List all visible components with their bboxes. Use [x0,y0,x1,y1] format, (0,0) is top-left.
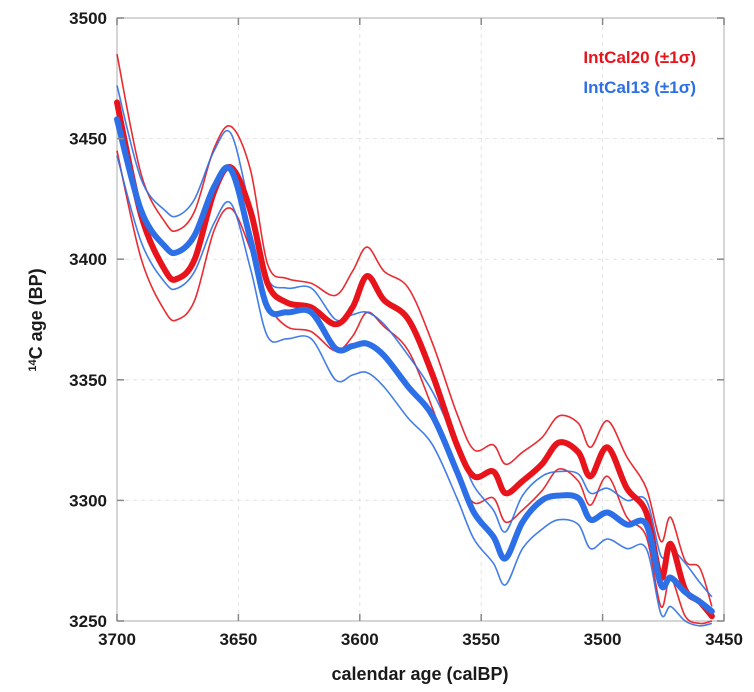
y-axis-label-superscript: 14 [27,359,39,372]
gridlines [117,18,724,621]
plot-frame [116,17,725,622]
x-tick-label: 3450 [705,630,743,649]
y-tick-label: 3400 [69,250,107,269]
y-axis-label: 14C age (BP) [26,268,46,371]
series-layer [114,54,715,627]
x-tick-label: 3700 [98,630,136,649]
x-axis-label: calendar age (calBP) [331,664,508,684]
legend-item-intcal20: IntCal20 (±1σ) [583,48,696,67]
y-tick-label: 3300 [69,491,107,510]
y-tick-label: 3350 [69,371,107,390]
x-tick-label: 3650 [219,630,257,649]
y-axis-ticks: 3250 3300 3350 3400 3450 3500 [69,9,724,631]
y-axis-label-text: C age (BP) [26,268,46,359]
x-axis-ticks: 3700 3650 3600 3550 3500 3450 [98,18,743,649]
x-tick-label: 3500 [584,630,622,649]
legend: IntCal20 (±1σ) IntCal13 (±1σ) [583,48,696,97]
y-tick-label: 3250 [69,612,107,631]
y-tick-label: 3500 [69,9,107,28]
x-tick-label: 3550 [462,630,500,649]
intcal13-lower-bound-line [116,155,713,627]
x-tick-label: 3600 [341,630,379,649]
y-tick-label: 3450 [69,130,107,149]
intcal13-mean-line [114,116,715,615]
legend-item-intcal13: IntCal13 (±1σ) [583,78,696,97]
intcal20-upper-bound-line [116,54,713,607]
